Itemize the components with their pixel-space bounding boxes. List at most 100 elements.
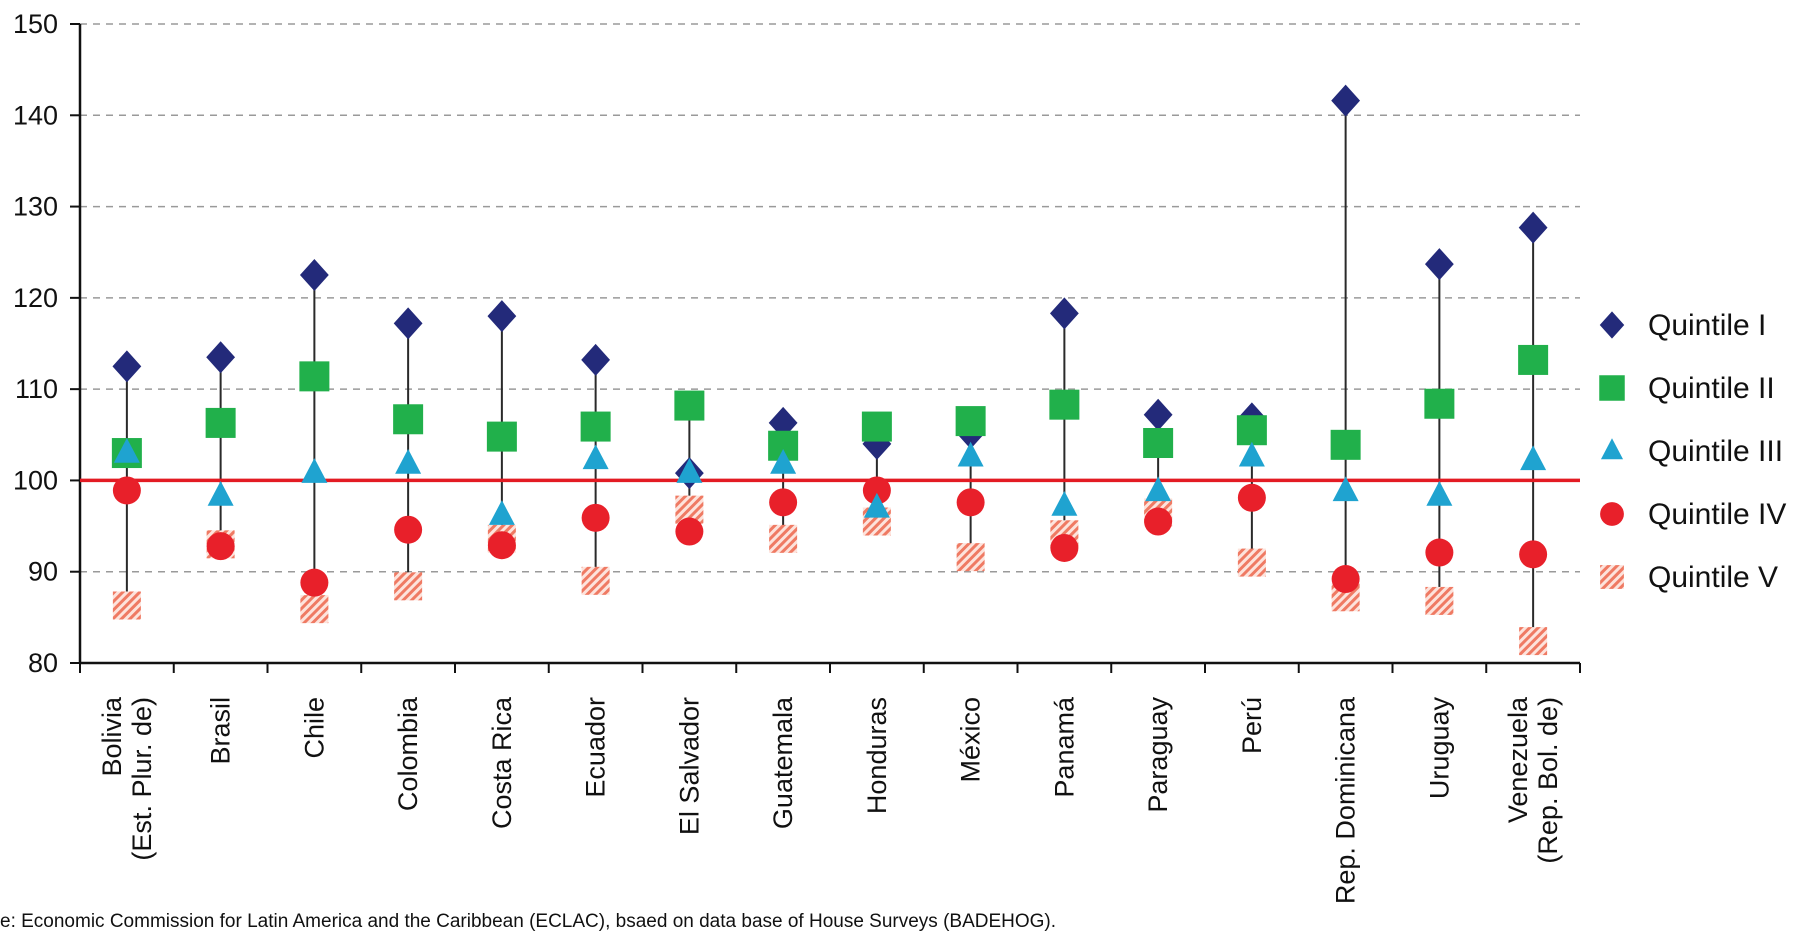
marker-square <box>1330 429 1361 460</box>
marker-diamond <box>393 307 423 340</box>
marker-hatched-square <box>1237 548 1266 577</box>
marker-circle <box>956 488 985 517</box>
marker-triangle <box>770 449 797 474</box>
marker-circle <box>112 476 141 505</box>
marker-square <box>674 390 705 421</box>
marker-triangle <box>957 441 984 467</box>
legend-marker-diamond <box>1599 311 1625 339</box>
marker-triangle <box>1426 480 1453 506</box>
marker-square <box>1049 389 1080 420</box>
y-tick-label: 100 <box>13 465 58 495</box>
marker-triangle <box>1332 476 1359 502</box>
source-note: e: Economic Commission for Latin America… <box>0 911 1057 932</box>
y-tick-label: 140 <box>13 100 58 130</box>
legend-label: Quintile IV <box>1648 498 1786 531</box>
x-category-label: Guatemala <box>768 696 798 829</box>
legend-marker-hatched-square <box>1600 565 1624 589</box>
y-tick-label: 150 <box>13 9 58 39</box>
marker-triangle <box>488 500 515 525</box>
x-category-label: Honduras <box>862 697 892 814</box>
axes <box>70 23 1581 673</box>
legend-label: Quintile V <box>1648 561 1778 594</box>
marker-triangle <box>1520 445 1547 471</box>
marker-hatched-square <box>1425 586 1454 615</box>
marker-hatched-square <box>1519 627 1548 656</box>
marker-square <box>205 407 236 438</box>
marker-circle <box>862 476 891 505</box>
x-category-label: Panamá <box>1049 696 1079 798</box>
legend-label: Quintile II <box>1648 372 1775 405</box>
y-tick-label: 110 <box>15 374 58 404</box>
marker-hatched-square <box>956 543 985 572</box>
marker-hatched-square <box>112 591 141 620</box>
marker-square <box>299 361 330 392</box>
marker-diamond <box>1143 398 1173 431</box>
marker-circle <box>300 568 329 597</box>
legend-marker-triangle <box>1600 438 1624 460</box>
y-tick-label: 80 <box>28 648 58 678</box>
marker-circle <box>1331 565 1360 594</box>
legend-label: Quintile I <box>1648 309 1766 342</box>
marker-square <box>1236 415 1267 446</box>
marker-circle <box>487 531 516 560</box>
x-category-label: El Salvador <box>674 697 704 835</box>
marker-square <box>861 411 892 442</box>
marker-circle <box>1144 507 1173 536</box>
marker-hatched-square <box>769 524 798 553</box>
y-tick-label: 90 <box>28 557 58 587</box>
marker-diamond <box>112 350 142 383</box>
marker-triangle <box>301 458 328 483</box>
marker-circle <box>1050 533 1079 562</box>
range-stems <box>125 100 1535 642</box>
marker-hatched-square <box>394 572 423 601</box>
axis-labels: 80 90 100 110 120 130 140 150 Bolivia (Est. Plur.… <box>13 9 1563 904</box>
marker-square <box>1424 388 1455 419</box>
marker-triangle <box>1145 476 1172 502</box>
x-category-label: México <box>956 697 986 783</box>
legend-marker-circle <box>1600 502 1624 526</box>
x-category-label: (Est. Plur. de) <box>127 697 157 861</box>
y-tick-label: 130 <box>13 192 58 222</box>
y-tick-label: 120 <box>13 283 58 313</box>
x-category-label: (Rep. Bol. de) <box>1533 697 1563 864</box>
marker-circle <box>1425 538 1454 567</box>
marker-diamond <box>1424 248 1454 281</box>
marker-diamond <box>1518 211 1548 244</box>
marker-circle <box>581 503 610 532</box>
x-category-label: Colombia <box>393 696 423 811</box>
marker-triangle <box>676 458 703 483</box>
x-category-label: Paraguay <box>1143 697 1173 813</box>
marker-circle <box>1237 483 1266 512</box>
x-category-label: Brasil <box>206 697 236 765</box>
x-category-label: Bolivia <box>97 696 127 777</box>
marker-square <box>486 421 517 452</box>
x-category-label: Uruguay <box>1424 697 1454 800</box>
marker-diamond <box>1331 84 1361 117</box>
x-category-label: Chile <box>299 697 329 759</box>
marker-circle <box>1519 540 1548 569</box>
marker-triangle <box>207 480 234 506</box>
x-category-label: Ecuador <box>581 697 611 798</box>
marker-square <box>393 404 424 435</box>
marker-square <box>1518 344 1549 375</box>
legend-label: Quintile III <box>1648 435 1783 468</box>
x-category-label: Perú <box>1237 697 1267 754</box>
marker-diamond <box>299 259 329 292</box>
x-category-label: Rep. Dominicana <box>1331 696 1361 904</box>
marker-hatched-square <box>300 595 329 624</box>
x-category-label: Costa Rica <box>487 696 517 829</box>
x-category-label: Venezuela <box>1503 696 1533 823</box>
marker-triangle <box>395 449 422 474</box>
marker-hatched-square <box>581 566 610 595</box>
marker-triangle <box>1238 441 1265 467</box>
marker-triangle <box>113 438 140 463</box>
marker-circle <box>675 517 704 546</box>
marker-triangle <box>863 492 890 518</box>
marker-square <box>1143 428 1174 459</box>
legend: Quintile I Quintile II Quintile III Quintil… <box>1599 309 1786 594</box>
legend-marker-square <box>1599 375 1625 401</box>
data-markers <box>111 84 1549 656</box>
marker-square <box>580 411 611 442</box>
marker-circle <box>206 532 235 561</box>
